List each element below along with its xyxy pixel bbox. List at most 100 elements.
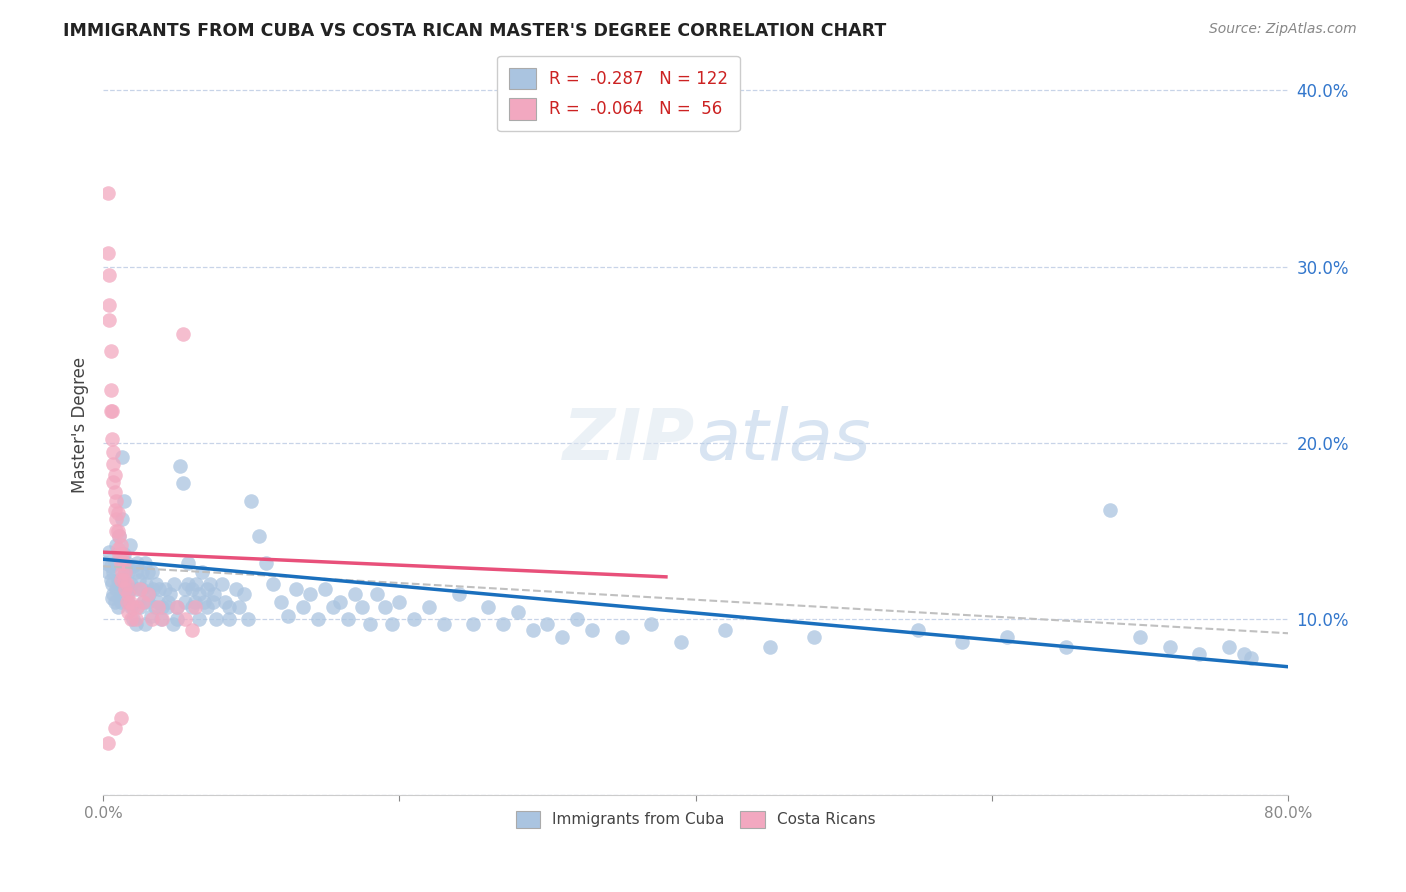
- Point: [103, 444, 125, 458]
- Point: [115, 577, 138, 591]
- Point: [136, 587, 159, 601]
- Point: [97, 186, 120, 200]
- Point: [115, 556, 138, 570]
- Point: [176, 556, 198, 570]
- Point: [336, 612, 359, 626]
- Point: [129, 599, 152, 614]
- Point: [477, 599, 499, 614]
- Point: [105, 494, 128, 508]
- Text: Source: ZipAtlas.com: Source: ZipAtlas.com: [1209, 22, 1357, 37]
- Point: [463, 617, 485, 632]
- Point: [127, 556, 149, 570]
- Point: [803, 630, 825, 644]
- Point: [162, 617, 184, 632]
- Point: [277, 608, 299, 623]
- Point: [128, 574, 150, 588]
- Point: [120, 612, 142, 626]
- Point: [111, 547, 134, 561]
- Point: [145, 577, 167, 591]
- Point: [103, 457, 125, 471]
- Point: [136, 594, 159, 608]
- Text: IMMIGRANTS FROM CUBA VS COSTA RICAN MASTER'S DEGREE CORRELATION CHART: IMMIGRANTS FROM CUBA VS COSTA RICAN MAST…: [63, 22, 887, 40]
- Point: [228, 599, 250, 614]
- Point: [104, 556, 127, 570]
- Point: [98, 312, 121, 326]
- Text: ZIP: ZIP: [564, 406, 696, 475]
- Point: [150, 612, 173, 626]
- Point: [284, 582, 307, 597]
- Point: [94, 556, 117, 570]
- Point: [1240, 651, 1263, 665]
- Point: [193, 594, 215, 608]
- Point: [121, 612, 143, 626]
- Point: [125, 565, 148, 579]
- Point: [1054, 640, 1077, 655]
- Point: [135, 577, 157, 591]
- Point: [97, 735, 120, 749]
- Point: [132, 594, 155, 608]
- Point: [181, 623, 204, 637]
- Text: atlas: atlas: [696, 406, 870, 475]
- Point: [139, 608, 162, 623]
- Point: [110, 538, 132, 552]
- Point: [262, 577, 284, 591]
- Point: [418, 599, 440, 614]
- Point: [100, 383, 122, 397]
- Point: [115, 594, 138, 608]
- Point: [143, 599, 166, 614]
- Point: [225, 582, 247, 597]
- Point: [104, 722, 127, 736]
- Point: [218, 612, 240, 626]
- Point: [1129, 630, 1152, 644]
- Point: [329, 594, 352, 608]
- Point: [107, 524, 129, 538]
- Point: [176, 577, 198, 591]
- Point: [247, 529, 270, 543]
- Point: [148, 582, 170, 597]
- Point: [173, 612, 195, 626]
- Point: [536, 617, 558, 632]
- Point: [314, 582, 336, 597]
- Point: [103, 565, 125, 579]
- Point: [107, 574, 129, 588]
- Point: [366, 587, 388, 601]
- Point: [105, 538, 128, 552]
- Point: [232, 587, 254, 601]
- Point: [166, 612, 188, 626]
- Point: [198, 577, 221, 591]
- Point: [120, 599, 142, 614]
- Point: [188, 587, 211, 601]
- Point: [112, 494, 135, 508]
- Point: [125, 582, 148, 597]
- Point: [125, 612, 148, 626]
- Point: [404, 612, 426, 626]
- Point: [107, 599, 129, 614]
- Point: [112, 547, 135, 561]
- Point: [115, 587, 138, 601]
- Point: [114, 582, 136, 597]
- Point: [108, 577, 131, 591]
- Point: [1099, 503, 1122, 517]
- Point: [201, 594, 224, 608]
- Point: [114, 565, 136, 579]
- Point: [141, 612, 163, 626]
- Point: [373, 599, 395, 614]
- Point: [138, 587, 160, 601]
- Point: [108, 529, 131, 543]
- Point: [159, 587, 181, 601]
- Point: [322, 599, 344, 614]
- Point: [105, 511, 128, 525]
- Point: [149, 612, 172, 626]
- Point: [447, 587, 470, 601]
- Point: [108, 529, 131, 543]
- Point: [343, 587, 366, 601]
- Point: [141, 565, 163, 579]
- Point: [307, 612, 329, 626]
- Point: [218, 599, 240, 614]
- Point: [112, 574, 135, 588]
- Point: [111, 565, 134, 579]
- Point: [134, 556, 156, 570]
- Point: [270, 594, 292, 608]
- Point: [118, 582, 141, 597]
- Point: [195, 582, 218, 597]
